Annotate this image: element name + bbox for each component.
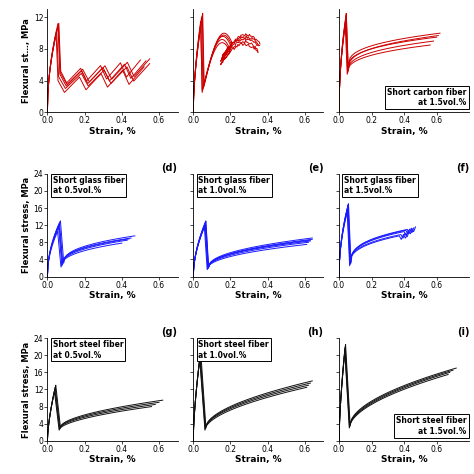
Text: Short carbon fiber
at 1.5vol.%: Short carbon fiber at 1.5vol.% (387, 88, 467, 107)
X-axis label: Strain, %: Strain, % (89, 291, 136, 300)
Text: (h): (h) (308, 327, 323, 337)
Text: Short steel fiber
at 1.0vol.%: Short steel fiber at 1.0vol.% (199, 340, 269, 360)
X-axis label: Strain, %: Strain, % (235, 456, 282, 465)
Y-axis label: Flexural st…, MPa: Flexural st…, MPa (22, 18, 31, 103)
X-axis label: Strain, %: Strain, % (89, 456, 136, 465)
Text: (g): (g) (162, 327, 178, 337)
Text: Short glass fiber
at 1.5vol.%: Short glass fiber at 1.5vol.% (344, 176, 416, 195)
X-axis label: Strain, %: Strain, % (235, 127, 282, 136)
Text: (f): (f) (456, 163, 469, 173)
X-axis label: Strain, %: Strain, % (381, 291, 428, 300)
Text: (d): (d) (162, 163, 178, 173)
Text: (i): (i) (457, 327, 469, 337)
Text: Short steel fiber
at 0.5vol.%: Short steel fiber at 0.5vol.% (53, 340, 123, 360)
Y-axis label: Flexural stress, MPa: Flexural stress, MPa (22, 341, 31, 438)
Text: Short glass fiber
at 1.0vol.%: Short glass fiber at 1.0vol.% (199, 176, 270, 195)
X-axis label: Strain, %: Strain, % (381, 456, 428, 465)
Text: (e): (e) (308, 163, 323, 173)
X-axis label: Strain, %: Strain, % (235, 291, 282, 300)
X-axis label: Strain, %: Strain, % (89, 127, 136, 136)
Text: Short glass fiber
at 0.5vol.%: Short glass fiber at 0.5vol.% (53, 176, 124, 195)
X-axis label: Strain, %: Strain, % (381, 127, 428, 136)
Text: Short steel fiber
at 1.5vol.%: Short steel fiber at 1.5vol.% (396, 416, 467, 436)
Y-axis label: Flexural stress, MPa: Flexural stress, MPa (22, 177, 31, 273)
